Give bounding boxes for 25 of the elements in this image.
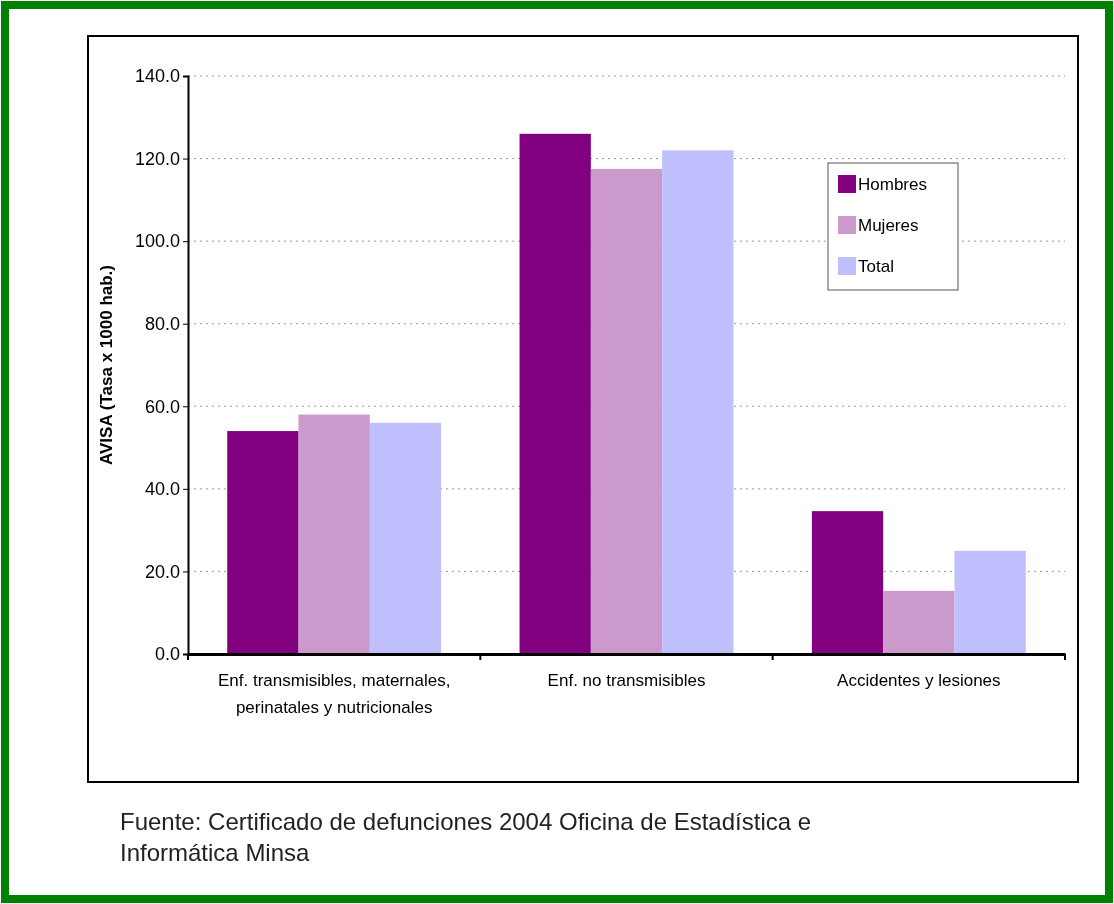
x-tick-label: Enf. no transmisibles (547, 671, 706, 691)
y-tick-label: 80.0 (144, 313, 180, 334)
bar (298, 414, 370, 654)
source-note: Fuente: Certificado de defunciones 2004 Oficina de Estadística e Informática Minsa (120, 808, 812, 867)
bar (519, 133, 591, 654)
y-tick-label: 100.0 (134, 231, 180, 252)
y-tick-label: 120.0 (134, 148, 180, 169)
y-axis-title: AVISA (Tasa x 1000 hab.) (97, 265, 116, 465)
bar (954, 550, 1026, 654)
x-tick-label: Enf. transmisibles, maternales, perinatales y nutricionales (217, 671, 451, 718)
bar (590, 168, 663, 654)
legend-label: Hombres (858, 175, 927, 194)
bar (883, 590, 955, 654)
x-tick-label: Accidentes y lesiones (837, 671, 1001, 691)
y-tick-label: 140.0 (134, 66, 180, 87)
bar (369, 422, 442, 654)
legend-label: Mujeres (858, 216, 919, 235)
bar (227, 431, 299, 654)
legend-label: Total (858, 257, 894, 276)
y-tick-label: 60.0 (144, 396, 180, 417)
y-tick-label: 0.0 (154, 644, 180, 665)
y-tick-label: 20.0 (144, 561, 180, 582)
bar (811, 511, 884, 654)
y-tick-label: 40.0 (144, 479, 180, 500)
bar (662, 150, 734, 654)
